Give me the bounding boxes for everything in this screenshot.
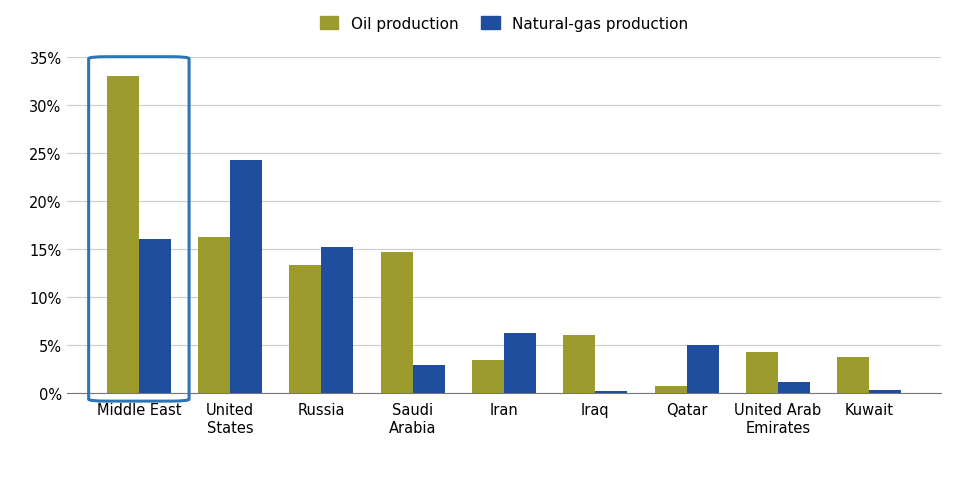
Bar xyxy=(837,357,869,394)
Bar xyxy=(230,160,262,394)
Legend: Oil production, Natural-gas production: Oil production, Natural-gas production xyxy=(320,16,688,32)
Bar xyxy=(322,248,353,394)
Bar xyxy=(655,386,686,394)
Bar xyxy=(107,77,139,394)
Bar xyxy=(198,237,230,394)
Bar xyxy=(564,335,595,394)
Bar xyxy=(746,352,778,394)
Bar xyxy=(504,333,536,394)
Bar xyxy=(686,346,718,394)
Bar xyxy=(413,365,444,394)
Bar xyxy=(472,360,504,394)
Bar xyxy=(290,265,322,394)
Bar xyxy=(381,252,413,394)
Bar xyxy=(139,239,171,394)
Bar xyxy=(778,382,810,394)
Bar xyxy=(869,390,901,394)
Bar xyxy=(595,391,627,394)
